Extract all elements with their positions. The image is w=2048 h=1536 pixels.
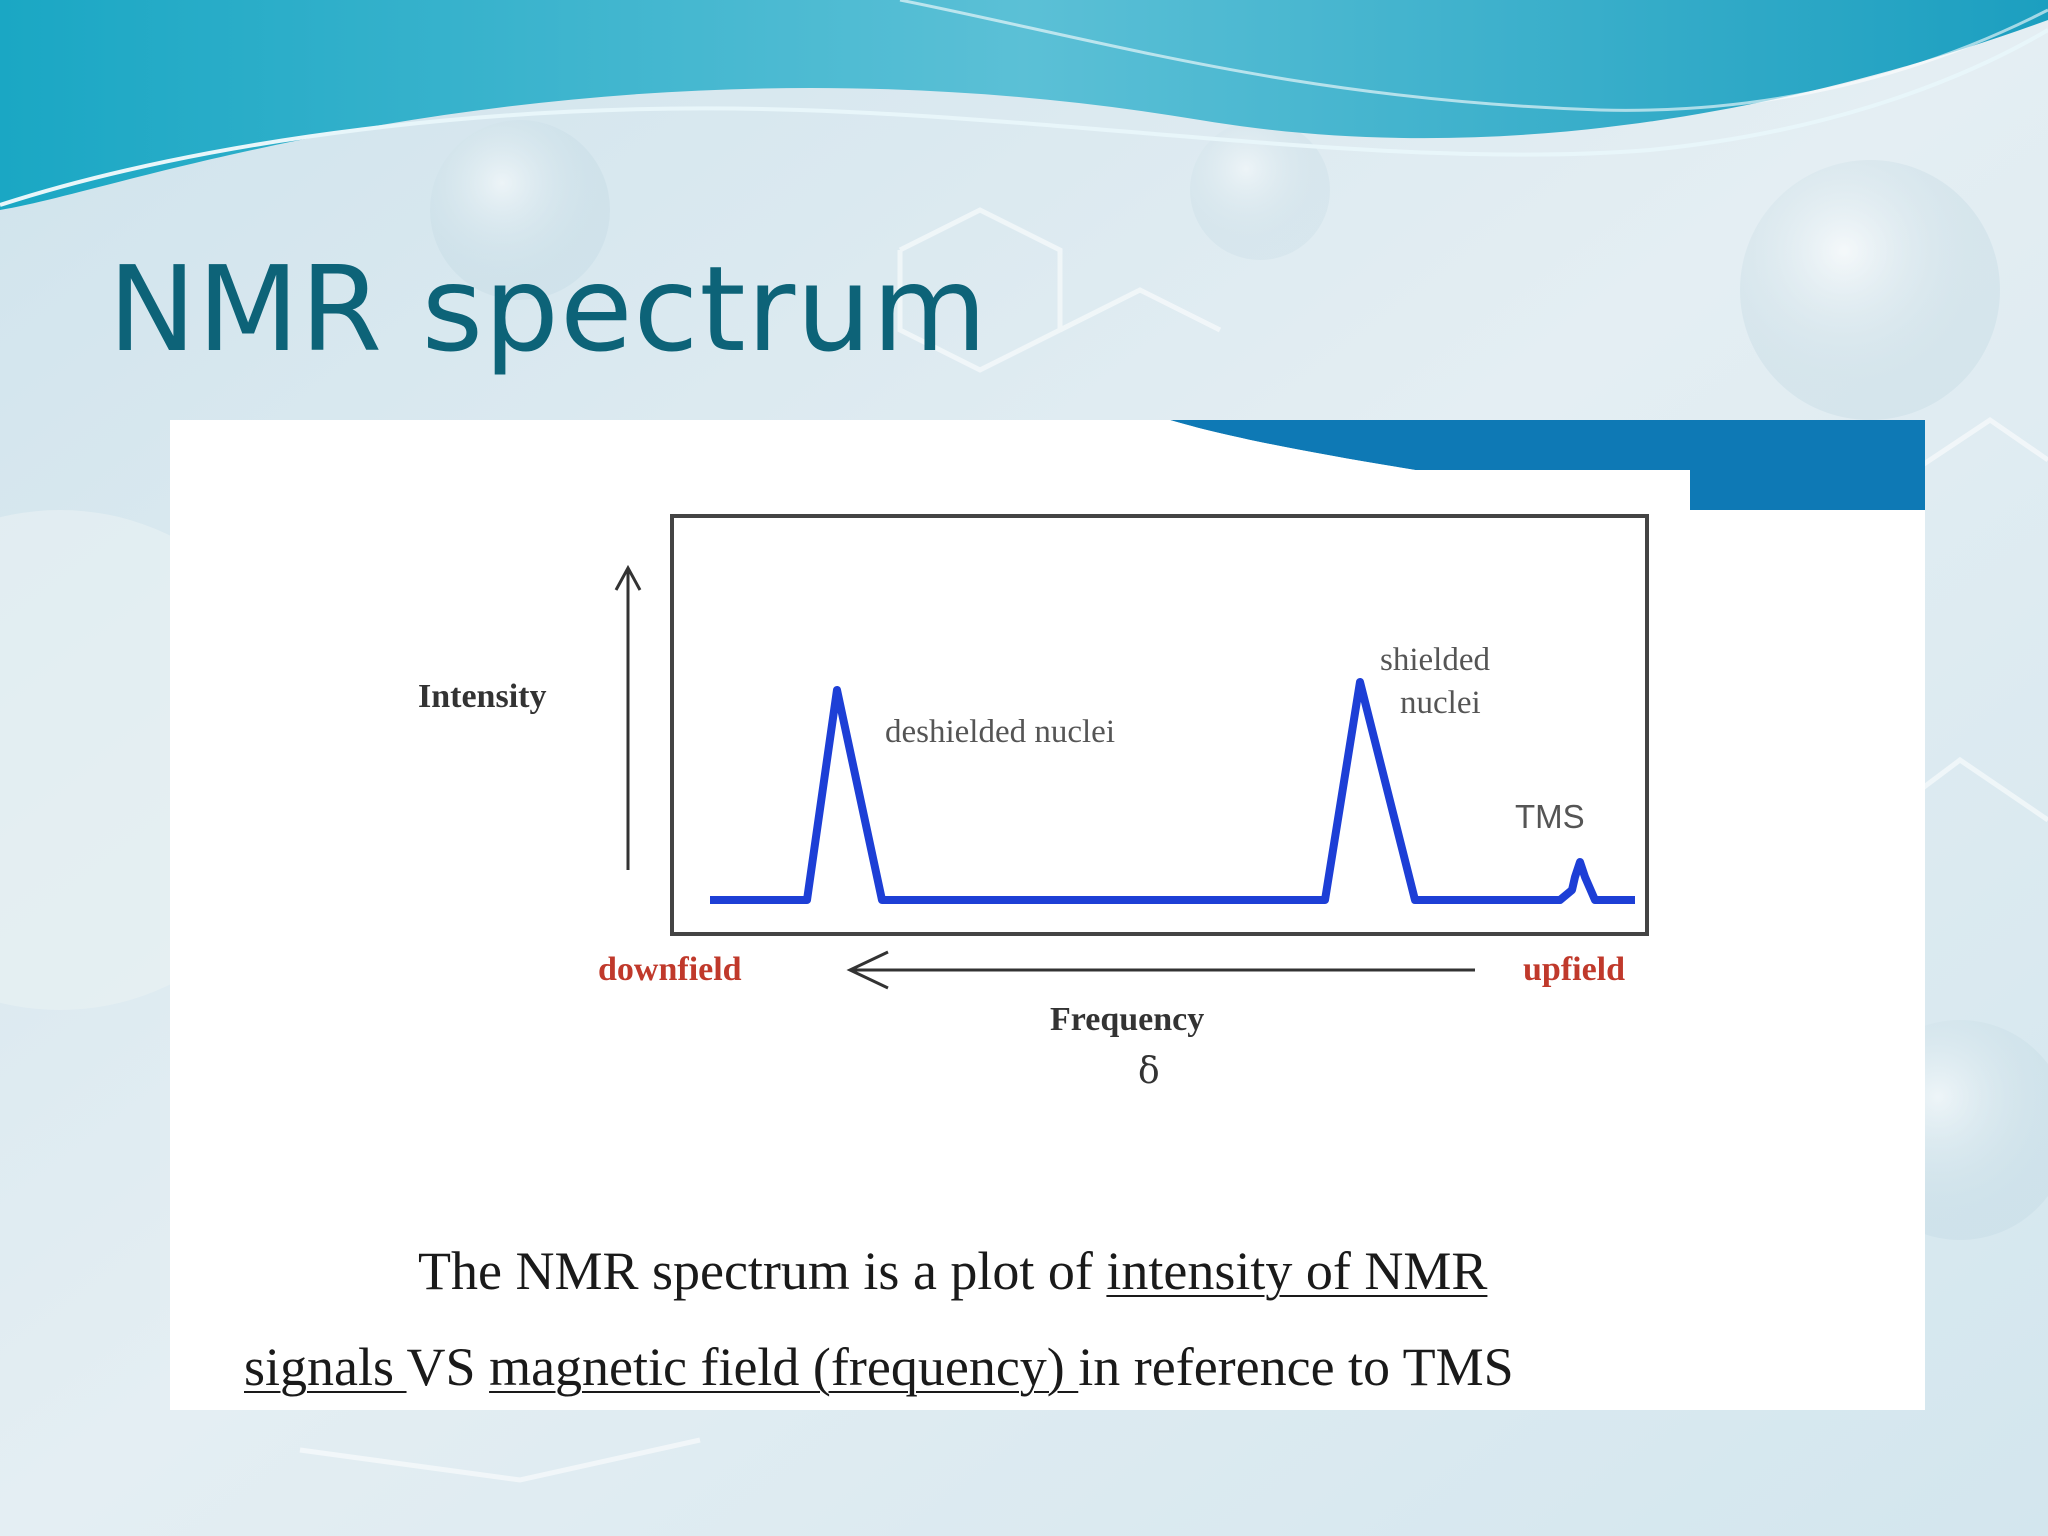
caption-underlined-text: magnetic field (frequency) <box>489 1337 1079 1397</box>
shielded-peak-label-line1: shielded <box>1380 642 1490 678</box>
slide-title: NMR spectrum <box>108 240 988 378</box>
nmr-diagram-panel: Intensity deshielded nuclei shielded nuc… <box>170 420 1925 1410</box>
caption-line-2: signals VS magnetic field (frequency) in… <box>244 1336 1514 1398</box>
delta-symbol: δ <box>1138 1051 1160 1092</box>
panel-accent <box>1170 420 1925 570</box>
caption-text: in reference to TMS <box>1078 1337 1514 1397</box>
caption-text: The NMR spectrum is a plot of <box>418 1241 1107 1301</box>
frequency-label: Frequency <box>1050 1001 1204 1038</box>
tms-peak-label: TMS <box>1515 798 1585 835</box>
shielded-peak-label-line2: nuclei <box>1400 685 1481 721</box>
downfield-label: downfield <box>598 951 742 988</box>
deshielded-peak-label: deshielded nuclei <box>885 714 1115 750</box>
spectrum-signal <box>710 678 1635 904</box>
upfield-label: upfield <box>1523 951 1625 988</box>
caption-underlined-text: signals <box>244 1337 407 1397</box>
plot-frame <box>670 514 1649 936</box>
caption-underlined-text: intensity of NMR <box>1106 1241 1488 1301</box>
caption-line-1: The NMR spectrum is a plot of intensity … <box>418 1240 1487 1302</box>
caption-text: VS <box>406 1337 490 1397</box>
y-axis-label: Intensity <box>418 678 546 715</box>
